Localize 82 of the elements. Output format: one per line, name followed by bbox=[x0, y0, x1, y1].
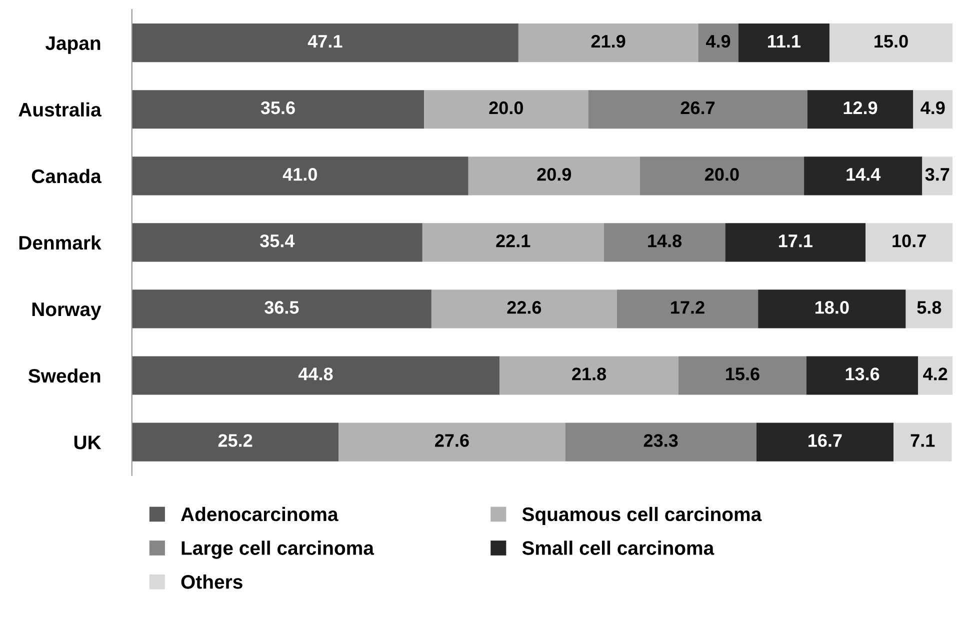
bar bbox=[804, 156, 922, 196]
data-label: 4.9 bbox=[920, 101, 945, 114]
data-label: 11.1 bbox=[768, 35, 800, 48]
y-tick-label: Denmark bbox=[19, 235, 102, 250]
bar bbox=[604, 223, 726, 262]
bar bbox=[913, 90, 953, 129]
data-label: 17.1 bbox=[778, 234, 812, 248]
bar bbox=[588, 90, 808, 129]
bar bbox=[922, 156, 953, 196]
data-label: 10.7 bbox=[892, 234, 926, 248]
data-label: 41.0 bbox=[282, 168, 317, 181]
data-label: 20.9 bbox=[537, 168, 572, 181]
legend-label: Small cell carcinoma bbox=[522, 540, 714, 555]
bar bbox=[640, 156, 804, 196]
bar bbox=[807, 90, 914, 129]
data-label: 4.2 bbox=[923, 368, 948, 380]
bar bbox=[132, 223, 422, 262]
bar bbox=[132, 290, 432, 328]
data-label: 15.0 bbox=[874, 34, 908, 48]
bar bbox=[518, 24, 698, 62]
data-label: 44.8 bbox=[298, 368, 333, 380]
bar bbox=[422, 223, 604, 262]
y-tick-label: Norway bbox=[32, 302, 102, 320]
bar bbox=[468, 156, 640, 196]
data-label: 14.8 bbox=[648, 234, 682, 248]
bar bbox=[132, 422, 339, 462]
y-tick-label: UK bbox=[74, 436, 102, 450]
data-label: 15.6 bbox=[726, 368, 760, 380]
data-label: 23.3 bbox=[644, 434, 678, 447]
data-label: 27.6 bbox=[435, 434, 469, 447]
data-label: 13.6 bbox=[846, 368, 880, 380]
y-tick-label: Japan bbox=[45, 36, 100, 54]
data-label: 12.9 bbox=[844, 101, 878, 114]
data-label: 3.7 bbox=[925, 168, 950, 181]
bar bbox=[756, 422, 894, 462]
data-label: 21.9 bbox=[591, 34, 626, 48]
data-label: 21.8 bbox=[572, 368, 606, 380]
data-label: 36.5 bbox=[264, 301, 299, 314]
bar bbox=[616, 290, 758, 328]
bar bbox=[698, 24, 738, 62]
legend-label: Large cell carcinoma bbox=[182, 540, 374, 559]
bar bbox=[338, 422, 566, 462]
data-label: 20.0 bbox=[489, 101, 523, 114]
bar bbox=[866, 223, 953, 262]
legend-label: Squamous cell carcinoma bbox=[522, 506, 762, 526]
data-label: 20.0 bbox=[705, 168, 739, 181]
legend-label: Adenocarcinoma bbox=[180, 506, 338, 522]
data-label: 22.6 bbox=[507, 301, 542, 314]
bar bbox=[500, 356, 678, 395]
bar bbox=[132, 24, 518, 62]
data-label: 22.1 bbox=[496, 234, 530, 248]
bar bbox=[431, 290, 617, 328]
bar bbox=[918, 356, 953, 395]
bar bbox=[829, 24, 953, 62]
bar bbox=[758, 290, 906, 328]
legend-label: Others bbox=[181, 574, 242, 589]
data-label: 17.2 bbox=[671, 301, 704, 314]
bar bbox=[132, 356, 500, 395]
y-tick-label: Sweden bbox=[28, 368, 100, 383]
data-label: 35.4 bbox=[260, 234, 295, 248]
data-label: 47.1 bbox=[308, 35, 342, 48]
data-label: 25.2 bbox=[218, 434, 252, 447]
bar bbox=[738, 24, 830, 62]
bar bbox=[725, 223, 866, 262]
bar bbox=[132, 90, 424, 129]
bar bbox=[565, 422, 756, 462]
data-label: 18.0 bbox=[816, 301, 849, 314]
bar bbox=[906, 290, 953, 328]
bar bbox=[893, 422, 952, 462]
data-label: 7.1 bbox=[910, 434, 935, 447]
bar bbox=[806, 356, 918, 395]
data-label: 16.7 bbox=[808, 434, 842, 447]
data-label: 26.7 bbox=[680, 101, 715, 114]
data-label: 5.8 bbox=[917, 301, 942, 314]
bar bbox=[678, 356, 806, 395]
data-label: 35.6 bbox=[260, 101, 295, 114]
y-tick-label: Canada bbox=[32, 168, 102, 184]
y-tick-label: Australia bbox=[18, 102, 102, 117]
bar bbox=[132, 156, 468, 196]
data-label: 4.9 bbox=[706, 34, 730, 48]
bar bbox=[424, 90, 588, 129]
data-label: 14.4 bbox=[846, 168, 881, 181]
